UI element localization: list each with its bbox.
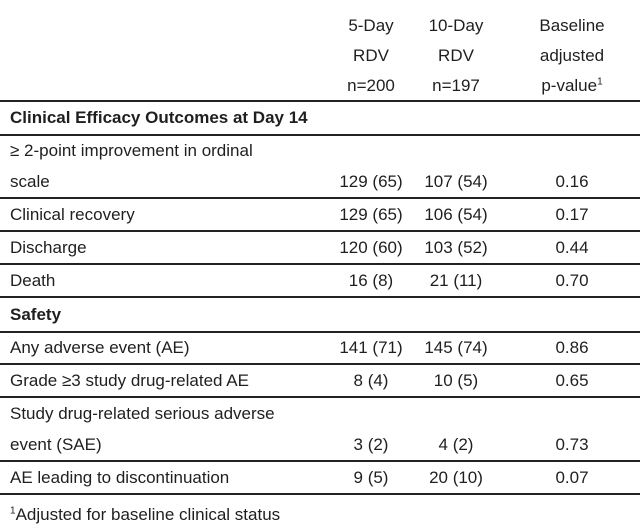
value-5day: 129 (65) bbox=[339, 205, 403, 224]
row-divider bbox=[0, 493, 640, 495]
row-divider bbox=[0, 197, 640, 199]
header-col2-line: n=197 bbox=[432, 76, 480, 95]
value-10day: 20 (10) bbox=[429, 468, 483, 487]
value-10day: 145 (74) bbox=[424, 338, 488, 357]
value-5day: 16 (8) bbox=[348, 271, 394, 290]
p-value: 0.44 bbox=[555, 238, 589, 257]
section-title: Safety bbox=[10, 305, 62, 324]
footnote-marker: 1 bbox=[597, 76, 603, 88]
header-col1-line: n=200 bbox=[347, 76, 395, 95]
value-5day: 9 (5) bbox=[353, 468, 389, 487]
value-10day: 103 (52) bbox=[424, 238, 488, 257]
row-divider bbox=[0, 396, 640, 398]
header-col2-line: 10-Day bbox=[428, 16, 484, 35]
value-5day: 8 (4) bbox=[353, 371, 389, 390]
p-value: 0.86 bbox=[555, 338, 589, 357]
value-5day: 120 (60) bbox=[339, 238, 403, 257]
row-divider bbox=[0, 296, 640, 298]
p-value: 0.73 bbox=[555, 435, 589, 454]
row-label: Any adverse event (AE) bbox=[10, 338, 190, 357]
value-10day: 106 (54) bbox=[424, 205, 488, 224]
header-col3-line: p-value1 bbox=[541, 76, 603, 95]
header-divider bbox=[0, 100, 640, 102]
value-5day: 141 (71) bbox=[339, 338, 403, 357]
row-label: Discharge bbox=[10, 238, 87, 257]
value-5day: 3 (2) bbox=[353, 435, 389, 454]
row-label: ≥ 2-point improvement in ordinal bbox=[10, 141, 253, 160]
value-10day: 4 (2) bbox=[438, 435, 474, 454]
value-10day: 21 (11) bbox=[429, 271, 483, 290]
value-5day: 129 (65) bbox=[339, 172, 403, 191]
value-10day: 107 (54) bbox=[424, 172, 488, 191]
p-value: 0.16 bbox=[555, 172, 589, 191]
header-col2-line: RDV bbox=[438, 46, 474, 65]
row-label: Grade ≥3 study drug-related AE bbox=[10, 371, 249, 390]
value-10day: 10 (5) bbox=[433, 371, 479, 390]
row-divider bbox=[0, 230, 640, 232]
row-label: Study drug-related serious adverse bbox=[10, 404, 275, 423]
footnote-marker: 1 bbox=[10, 505, 16, 517]
header-col3-line: adjusted bbox=[539, 46, 605, 65]
p-value: 0.07 bbox=[555, 468, 589, 487]
p-value: 0.17 bbox=[555, 205, 589, 224]
row-divider bbox=[0, 363, 640, 365]
row-divider bbox=[0, 263, 640, 265]
section-divider bbox=[0, 134, 640, 136]
section-divider bbox=[0, 331, 640, 333]
row-divider bbox=[0, 460, 640, 462]
header-col3-line: Baseline bbox=[539, 16, 605, 35]
p-value: 0.65 bbox=[555, 371, 589, 390]
row-label: Death bbox=[10, 271, 56, 290]
row-label: Clinical recovery bbox=[10, 205, 135, 224]
footnote: 1Adjusted for baseline clinical status bbox=[10, 505, 280, 525]
row-label: AE leading to discontinuation bbox=[10, 468, 230, 487]
header-col1-line: 5-Day bbox=[348, 16, 394, 35]
header-col1-line: RDV bbox=[353, 46, 389, 65]
section-title: Clinical Efficacy Outcomes at Day 14 bbox=[10, 108, 308, 127]
row-label: scale bbox=[10, 172, 50, 191]
p-value: 0.70 bbox=[555, 271, 589, 290]
row-label: event (SAE) bbox=[10, 435, 102, 454]
footnote-text: Adjusted for baseline clinical status bbox=[15, 505, 281, 524]
